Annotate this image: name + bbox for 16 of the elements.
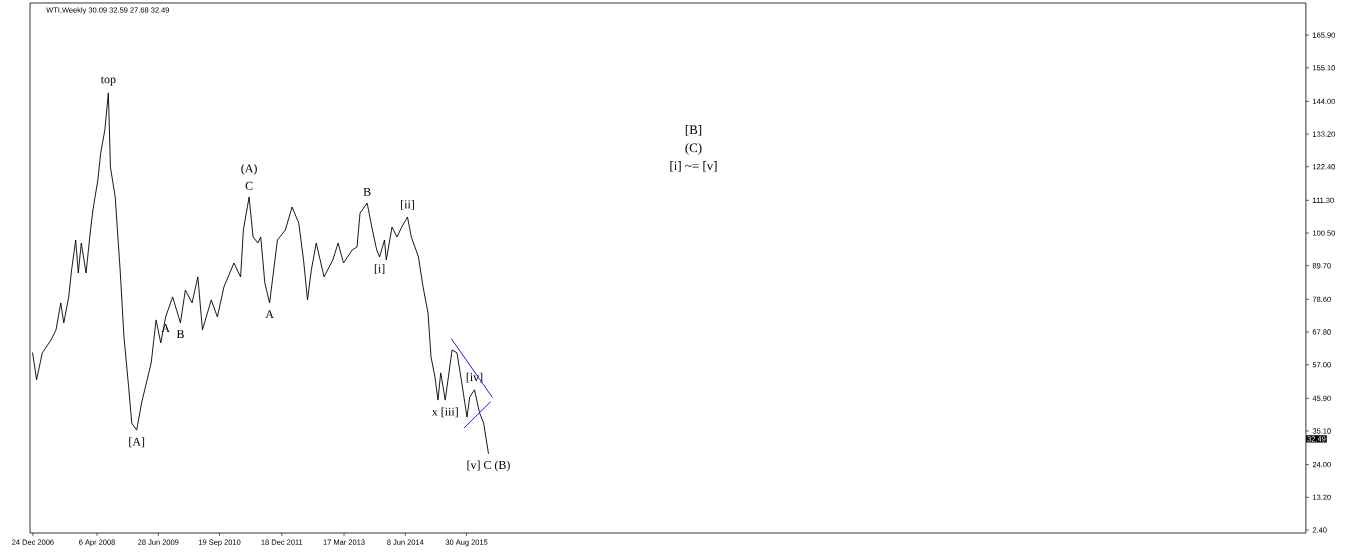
annotation: [i] ~= [v] [670, 161, 717, 172]
annotation: [ii] [401, 199, 414, 210]
annotation: [A] [129, 437, 145, 448]
annotation: B [176, 330, 184, 338]
annotation: [i] [374, 264, 385, 275]
annotation: B [363, 188, 371, 196]
annotation: (A) [241, 163, 257, 175]
annotation: [v] C (B) [467, 460, 510, 472]
annotation: (C) [685, 143, 702, 155]
annotation: A [265, 310, 274, 319]
annotation: top [100, 76, 116, 86]
annotation: C [245, 181, 253, 190]
annotation: A [161, 324, 170, 332]
annotation: [B] [685, 125, 702, 136]
annotation: [iv] [466, 372, 483, 383]
annotation: x [iii] [431, 407, 458, 418]
